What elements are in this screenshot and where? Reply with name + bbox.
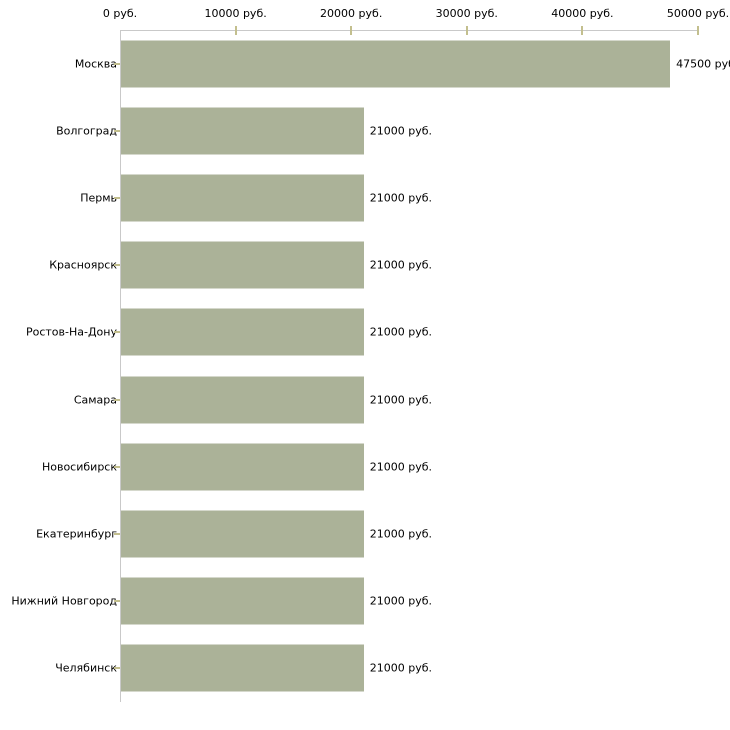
bar-row: Пермь 21000 руб. [80, 164, 698, 231]
category-label: Пермь [80, 191, 117, 205]
y-axis-tick-mark [114, 600, 120, 603]
x-axis-tick-label: 30000 руб. [435, 7, 498, 20]
bar-row: Москва 47500 руб. [75, 30, 730, 97]
y-axis-tick-mark [114, 331, 120, 334]
bar [121, 577, 364, 625]
value-label: 21000 руб. [369, 124, 433, 138]
y-axis-tick-mark [114, 533, 120, 536]
y-axis-tick-mark [114, 264, 120, 267]
category-label: Нижний Новгород [11, 594, 117, 608]
category-label: Новосибирск [41, 460, 117, 474]
bar-row: Красноярск 21000 руб. [49, 232, 698, 299]
category-label: Екатеринбург [36, 527, 117, 541]
bar [121, 107, 364, 155]
y-axis-tick-mark [114, 667, 120, 670]
x-axis-tick-mark [350, 26, 353, 35]
x-axis-line [120, 30, 699, 31]
bar-rows: Москва 47500 руб. Волгоград 21000 руб. П… [11, 30, 730, 702]
bar-row: Нижний Новгород 21000 руб. [11, 568, 698, 635]
bar [121, 40, 671, 88]
value-label: 21000 руб. [369, 191, 433, 205]
value-label: 21000 руб. [369, 460, 433, 474]
value-label: 21000 руб. [369, 661, 433, 675]
x-axis-tick-mark [234, 26, 237, 35]
x-axis-tick-label: 0 руб. [102, 7, 138, 20]
bar-row: Ростов-На-Дону 21000 руб. [26, 299, 698, 366]
y-axis-tick-mark [114, 197, 120, 199]
category-label: Ростов-На-Дону [25, 325, 117, 339]
y-axis-tick-mark [114, 62, 120, 65]
bar-row: Екатеринбург 21000 руб. [36, 500, 698, 567]
bar [121, 174, 364, 222]
y-axis-tick-mark [114, 465, 120, 468]
value-label: 21000 руб. [369, 258, 433, 272]
x-axis-tick-mark [697, 26, 699, 35]
value-label: 47500 руб. [676, 57, 730, 71]
bar [121, 308, 364, 356]
x-axis-tick-label: 40000 руб. [551, 7, 614, 20]
y-axis-tick-mark [114, 398, 120, 401]
bar [121, 644, 364, 692]
x-axis-tick-label: 10000 руб. [204, 7, 267, 20]
category-label: Красноярск [49, 258, 117, 272]
bar [121, 443, 364, 491]
category-label: Самара [73, 393, 117, 407]
bar-row: Новосибирск 21000 руб. [42, 433, 698, 500]
x-axis-tick-mark [581, 26, 584, 35]
bar [121, 241, 364, 289]
y-axis-tick-mark [114, 129, 120, 132]
bar-row: Волгоград 21000 руб. [56, 97, 698, 164]
bar-row: Самара 21000 руб. [74, 366, 698, 433]
bar-row: Челябинск 21000 руб. [55, 635, 698, 702]
bar [121, 510, 364, 558]
x-axis-tick-label: 20000 руб. [320, 7, 383, 20]
x-axis-tick-label: 50000 руб. [666, 7, 730, 20]
bar [121, 376, 364, 424]
value-label: 21000 руб. [369, 393, 433, 407]
category-label: Челябинск [55, 661, 117, 675]
category-label: Волгоград [56, 124, 117, 138]
y-axis-line [120, 30, 121, 702]
category-label: Москва [74, 57, 117, 71]
value-label: 21000 руб. [369, 527, 433, 541]
value-label: 21000 руб. [369, 594, 433, 608]
value-label: 21000 руб. [369, 325, 433, 339]
x-axis-tick-mark [465, 26, 468, 35]
x-axis: 0 руб. 10000 руб. 20000 руб. 30000 руб. … [103, 0, 729, 35]
